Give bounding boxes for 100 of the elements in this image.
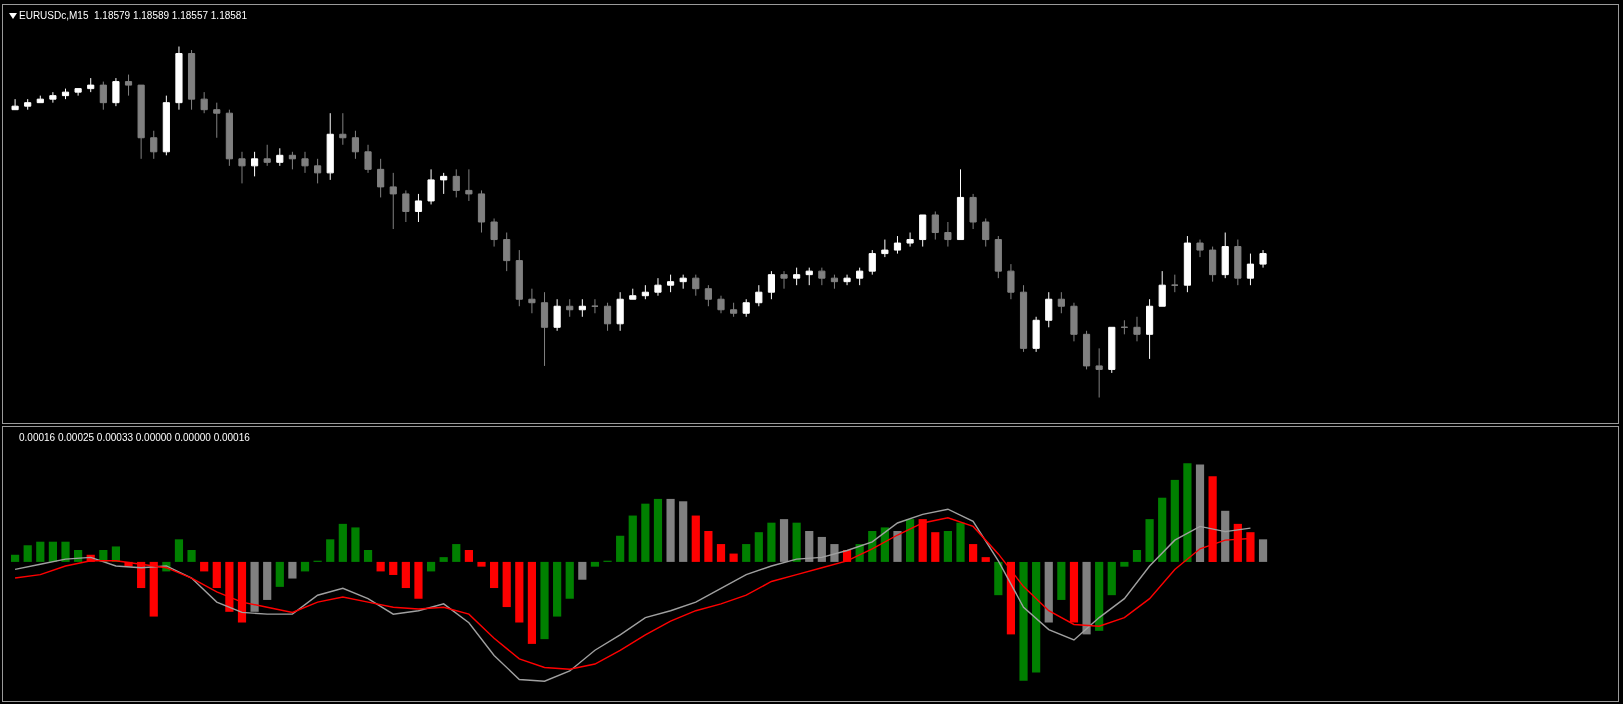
candlestick bbox=[553, 298, 561, 332]
candlestick bbox=[969, 193, 977, 230]
candlestick bbox=[213, 102, 221, 139]
candlestick bbox=[793, 267, 801, 286]
bar bbox=[1233, 523, 1242, 562]
candlestick bbox=[238, 151, 246, 184]
bar bbox=[376, 561, 385, 572]
candlestick bbox=[187, 49, 196, 111]
bar bbox=[187, 550, 196, 562]
bar bbox=[61, 541, 70, 562]
bar bbox=[414, 561, 423, 599]
candlestick bbox=[1259, 249, 1267, 269]
bar bbox=[1221, 510, 1230, 562]
candlestick bbox=[717, 295, 725, 314]
bar bbox=[1006, 561, 1016, 635]
candlestick bbox=[742, 298, 750, 318]
candlestick bbox=[1234, 239, 1242, 286]
bar bbox=[36, 541, 45, 562]
bar bbox=[893, 531, 902, 562]
bar bbox=[905, 519, 915, 562]
candlestick bbox=[301, 151, 309, 174]
candlestick bbox=[730, 302, 738, 318]
candlestick bbox=[1045, 291, 1053, 328]
candlestick bbox=[440, 172, 448, 195]
bar bbox=[641, 503, 650, 562]
candlestick bbox=[982, 217, 990, 248]
candlestick bbox=[591, 298, 599, 314]
bar bbox=[174, 539, 184, 562]
bar bbox=[1095, 561, 1104, 631]
candlestick bbox=[200, 91, 208, 114]
bar bbox=[805, 531, 814, 562]
candlestick bbox=[326, 112, 334, 181]
candlestick bbox=[603, 302, 612, 332]
candlestick bbox=[124, 74, 133, 97]
chart-title: EURUSDc,M15 1.18579 1.18589 1.18557 1.18581 bbox=[19, 10, 248, 21]
bar bbox=[742, 544, 751, 562]
bar bbox=[401, 561, 410, 589]
chart-title: 0.00016 0.00025 0.00033 0.00000 0.00000 0.00016 bbox=[19, 432, 251, 443]
candlestick bbox=[780, 270, 788, 290]
candlestick bbox=[150, 130, 158, 160]
bar bbox=[817, 536, 826, 562]
bar bbox=[464, 550, 473, 562]
candlestick bbox=[364, 144, 372, 174]
bar bbox=[48, 541, 57, 562]
candlestick bbox=[251, 151, 259, 177]
candlestick bbox=[931, 210, 939, 241]
bar bbox=[754, 532, 763, 562]
candlestick bbox=[288, 151, 296, 170]
bar bbox=[994, 561, 1003, 596]
candlestick bbox=[1146, 298, 1154, 360]
candlestick bbox=[1158, 270, 1166, 307]
bar bbox=[565, 561, 574, 599]
bar bbox=[1145, 519, 1154, 562]
candlestick bbox=[1007, 263, 1015, 300]
bar bbox=[553, 561, 562, 617]
bar bbox=[779, 519, 789, 562]
bar bbox=[590, 561, 600, 567]
bar bbox=[212, 561, 221, 589]
candlestick bbox=[24, 98, 32, 111]
bar bbox=[1183, 463, 1192, 562]
candlestick bbox=[679, 274, 687, 290]
candlestick bbox=[87, 77, 95, 93]
candlestick bbox=[767, 270, 776, 300]
bar bbox=[250, 561, 259, 612]
candlestick bbox=[704, 284, 712, 307]
candlestick bbox=[919, 214, 927, 248]
candlestick bbox=[465, 168, 473, 202]
candlestick bbox=[314, 158, 322, 184]
candlestick bbox=[944, 221, 952, 248]
bar bbox=[326, 539, 335, 562]
bar bbox=[767, 522, 776, 562]
bar bbox=[389, 561, 398, 575]
bar bbox=[578, 561, 587, 580]
candlestick bbox=[339, 112, 347, 146]
candlestick bbox=[528, 288, 536, 314]
candlestick bbox=[99, 81, 107, 111]
bar bbox=[1019, 561, 1028, 681]
bar bbox=[1132, 550, 1142, 562]
bar bbox=[1107, 561, 1116, 596]
bar bbox=[275, 561, 284, 587]
candlestick bbox=[414, 193, 423, 223]
candlestick bbox=[503, 232, 511, 272]
bar bbox=[830, 544, 839, 562]
candlestick bbox=[654, 277, 662, 297]
bar bbox=[225, 561, 234, 612]
candlestick bbox=[1032, 316, 1040, 353]
candlestick bbox=[389, 172, 397, 230]
candlestick bbox=[616, 291, 624, 332]
candlestick bbox=[175, 46, 183, 111]
bar bbox=[679, 501, 688, 562]
candlestick bbox=[1196, 239, 1204, 258]
candlestick bbox=[162, 95, 170, 156]
bar bbox=[515, 561, 524, 623]
bar bbox=[666, 498, 675, 562]
bar bbox=[969, 544, 978, 562]
bar bbox=[691, 515, 700, 562]
candlestick bbox=[276, 147, 284, 167]
bar bbox=[439, 557, 448, 562]
bar bbox=[704, 531, 713, 562]
bar bbox=[1120, 561, 1129, 567]
